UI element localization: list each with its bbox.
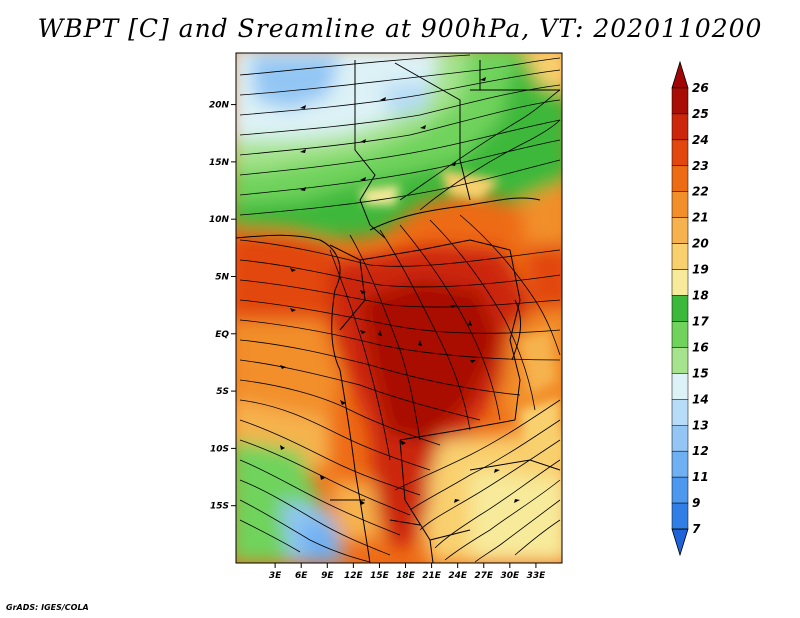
colorbar-swatch [671,139,689,167]
lon-tick-label: 18E [396,571,416,581]
lon-tick-label: 15E [370,571,390,581]
colorbar-swatch [671,373,689,400]
streamline-arrows [280,77,520,505]
grads-credit: GrADS: IGES/COLA [6,603,89,612]
colorbar-swatch [671,113,689,141]
colorbar-swatch [671,87,689,115]
colorbar-label: 24 [692,133,709,147]
colorbar-swatch [671,295,689,322]
plot-title: WBPT [C] and Sreamline at 900hPa, VT: 20… [37,14,763,43]
colorbar-label: 26 [692,81,709,95]
colorbar-swatch [671,450,689,478]
colorbar-swatch [671,243,689,270]
colorbar: 7 9 11 12 13 14 15 16 17 18 19 20 21 22 23 24 25 26 [671,60,709,557]
lat-tick-label: 10S [210,444,229,454]
colorbar-label: 19 [692,263,709,277]
colorbar-label: 22 [692,185,709,199]
colorbar-label: 20 [692,237,709,251]
lon-tick-label: 12E [344,571,364,581]
colorbar-swatch [671,217,689,244]
colorbar-label: 25 [692,107,709,121]
lon-tick-label: 21E [422,571,442,581]
colorbar-swatch [671,347,689,374]
colorbar-swatch [671,191,689,218]
colorbar-label: 14 [692,392,709,406]
map-frame [235,52,563,564]
lon-tick-label: 6E [295,571,308,581]
colorbar-swatch [671,502,689,530]
colorbar-swatch [671,528,689,557]
longitude-axis: 3E 6E 9E 12E 15E 18E 21E 24E 27E 30E 33E [269,563,546,581]
colorbar-swatch [671,165,689,192]
lat-tick-label: 5N [215,272,229,282]
lon-tick-label: 27E [474,571,494,581]
lat-tick-label: EQ [215,330,229,340]
colorbar-swatch [671,476,689,504]
colorbar-label: 15 [692,366,709,380]
colorbar-swatch [671,269,689,296]
lon-tick-label: 24E [448,571,468,581]
colorbar-label: 9 [692,496,700,510]
colorbar-label: 17 [692,314,709,328]
colorbar-label: 12 [692,444,709,458]
colorbar-label: 16 [692,340,709,354]
colorbar-swatch [671,60,689,89]
lon-tick-label: 3E [269,571,282,581]
boundaries [236,60,561,563]
colorbar-label: 7 [692,522,701,536]
lat-tick-label: 15S [210,502,229,512]
colorbar-label: 13 [692,418,709,432]
wbpt-field [236,53,562,563]
lon-tick-label: 30E [500,571,520,581]
colorbar-swatch [671,399,689,426]
streamlines [239,54,561,563]
colorbar-label: 23 [692,159,709,173]
lat-tick-label: 5S [216,387,229,397]
colorbar-label: 18 [692,289,709,303]
lat-tick-label: 10N [209,215,230,225]
colorbar-label: 11 [692,470,709,484]
colorbar-swatch [671,425,689,452]
colorbar-swatch [671,321,689,348]
lat-tick-label: 20N [209,101,230,111]
lat-tick-label: 15N [209,158,230,168]
colorbar-label: 21 [692,211,709,225]
latitude-axis: 20N 15N 10N 5N EQ 5S 10S 15S [209,101,236,512]
lon-tick-label: 9E [321,571,334,581]
lon-tick-label: 33E [527,571,547,581]
